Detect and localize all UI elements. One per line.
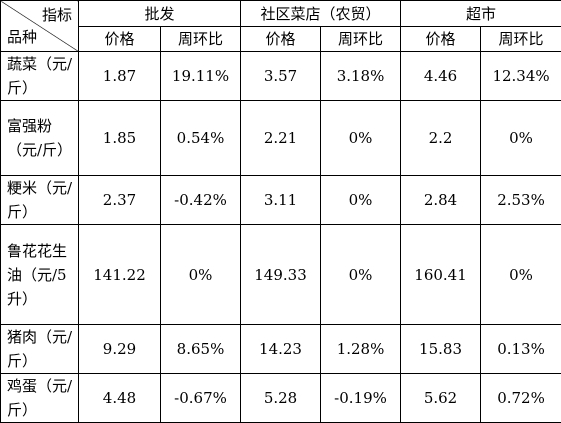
cell: 19.11% <box>161 52 241 101</box>
cell: 4.46 <box>401 52 481 101</box>
corner-bottom: 品种 <box>7 25 37 49</box>
cell: 160.41 <box>401 225 481 325</box>
item-name: 粳米（元/斤） <box>1 176 79 225</box>
subheader: 周环比 <box>481 27 561 52</box>
corner-cell: 指标品种 <box>1 1 79 52</box>
cell: 9.29 <box>79 325 161 374</box>
cell: 3.18% <box>321 52 401 101</box>
item-name: 富强粉（元/斤） <box>1 101 79 176</box>
cell: 2.37 <box>79 176 161 225</box>
cell: 1.28% <box>321 325 401 374</box>
cell: 14.23 <box>241 325 321 374</box>
cell: 0.13% <box>481 325 561 374</box>
item-name: 鲁花花生油（元/5升） <box>1 225 79 325</box>
cell: 8.65% <box>161 325 241 374</box>
cell: 0% <box>321 101 401 176</box>
cell: 0% <box>481 225 561 325</box>
cell: 0% <box>161 225 241 325</box>
cell: -0.42% <box>161 176 241 225</box>
header-row: 指标品种批发社区菜店（农贸）超市 <box>1 1 561 27</box>
cell: 2.21 <box>241 101 321 176</box>
cell: 1.87 <box>79 52 161 101</box>
subheader: 价格 <box>79 27 161 52</box>
cell: 2.2 <box>401 101 481 176</box>
group-header: 超市 <box>401 1 561 27</box>
item-name: 鸡蛋（元/斤） <box>1 374 79 423</box>
cell: 2.84 <box>401 176 481 225</box>
cell: 12.34% <box>481 52 561 101</box>
subheader: 周环比 <box>321 27 401 52</box>
group-header: 批发 <box>79 1 241 27</box>
cell: 5.28 <box>241 374 321 423</box>
corner-top: 指标 <box>42 3 72 27</box>
subheader: 价格 <box>401 27 481 52</box>
subheader: 价格 <box>241 27 321 52</box>
cell: 3.11 <box>241 176 321 225</box>
cell: 15.83 <box>401 325 481 374</box>
item-name: 蔬菜（元/斤） <box>1 52 79 101</box>
cell: -0.19% <box>321 374 401 423</box>
cell: 1.85 <box>79 101 161 176</box>
cell: 0% <box>481 101 561 176</box>
cell: 141.22 <box>79 225 161 325</box>
group-header: 社区菜店（农贸） <box>241 1 401 27</box>
cell: 5.62 <box>401 374 481 423</box>
cell: 2.53% <box>481 176 561 225</box>
cell: 3.57 <box>241 52 321 101</box>
cell: 0% <box>321 176 401 225</box>
cell: 149.33 <box>241 225 321 325</box>
cell: 4.48 <box>79 374 161 423</box>
subheader-row: 价格周环比价格周环比价格周环比 <box>1 27 561 52</box>
cell: 0.72% <box>481 374 561 423</box>
item-name: 猪肉（元/斤） <box>1 325 79 374</box>
cell: 0% <box>321 225 401 325</box>
cell: 0.54% <box>161 101 241 176</box>
subheader: 周环比 <box>161 27 241 52</box>
cell: -0.67% <box>161 374 241 423</box>
